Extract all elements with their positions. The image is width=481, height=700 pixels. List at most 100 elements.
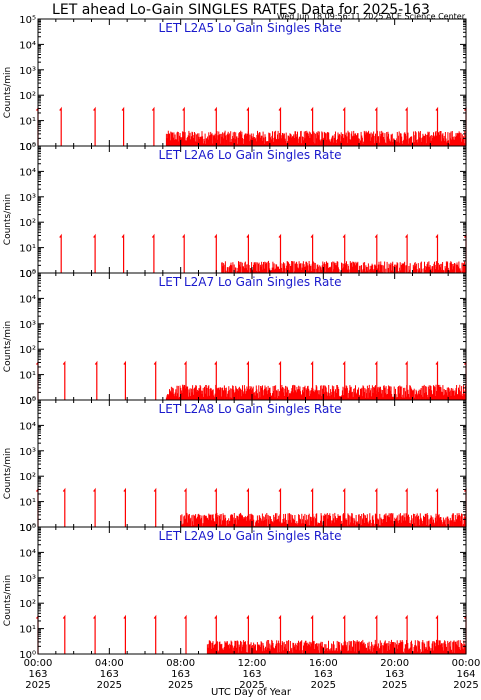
spike-mark bbox=[405, 614, 408, 654]
panels: LET L2A5 Lo Gain Singles Rate 10⁰ 10¹ 10² 10… bbox=[3, 15, 467, 661]
spike-mark bbox=[214, 106, 217, 146]
y-tick-label: 10⁰ bbox=[19, 523, 36, 534]
y-axis-label: Counts/min bbox=[3, 575, 13, 626]
spike-mark bbox=[342, 614, 346, 654]
y-tick-label: 10⁰ bbox=[19, 269, 36, 280]
spike-mark bbox=[278, 106, 282, 146]
panel-title: LET L2A5 Lo Gain Singles Rate bbox=[159, 21, 342, 35]
spike-mark bbox=[310, 106, 314, 146]
spike-mark bbox=[246, 106, 249, 146]
x-tick-label-line: 00:00 bbox=[452, 658, 481, 669]
spike-mark bbox=[153, 360, 157, 400]
spike-mark bbox=[214, 614, 217, 654]
x-tick-label-line: 2025 bbox=[382, 680, 407, 691]
x-tick-label-line: 08:00 bbox=[166, 658, 195, 669]
x-axis-title: UTC Day of Year bbox=[211, 687, 292, 698]
x-tick-label-line: 163 bbox=[385, 669, 404, 680]
spike-mark bbox=[59, 106, 62, 146]
x-tick-label-line: 04:00 bbox=[95, 658, 124, 669]
spike-mark bbox=[182, 106, 185, 146]
x-axis-labels: 00:00163202504:00163202508:00163202512:0… bbox=[24, 658, 481, 691]
spike-mark bbox=[342, 360, 346, 400]
y-tick-label: 10⁰ bbox=[19, 142, 36, 153]
spike-mark bbox=[184, 360, 187, 400]
spike-mark bbox=[246, 614, 249, 654]
y-axis-label: Counts/min bbox=[3, 194, 13, 245]
spike-mark bbox=[59, 233, 62, 273]
y-axis-label: Counts/min bbox=[3, 448, 13, 499]
x-tick-label-line: 12:00 bbox=[238, 658, 267, 669]
spike-mark bbox=[246, 487, 249, 527]
spike-mark bbox=[214, 233, 217, 273]
x-tick-label-line: 163 bbox=[100, 669, 119, 680]
spike-mark bbox=[214, 360, 217, 400]
y-tick-label: 10¹ bbox=[19, 244, 36, 255]
y-tick-label: 10¹ bbox=[19, 117, 36, 128]
timestamp: Wed Jun 18 09:56:11 2025 ACE Science Cen… bbox=[277, 12, 466, 21]
y-axis-label: Counts/min bbox=[3, 321, 13, 372]
spike-mark bbox=[182, 233, 185, 273]
spike-mark bbox=[62, 360, 66, 400]
x-tick-label-line: 2025 bbox=[168, 680, 193, 691]
x-tick-label-line: 2025 bbox=[239, 680, 264, 691]
spike-mark bbox=[435, 360, 439, 400]
spike-mark bbox=[278, 360, 282, 400]
spike-mark bbox=[374, 614, 378, 654]
panel-frame bbox=[37, 526, 467, 655]
spike-data bbox=[59, 233, 467, 273]
y-tick-label: 10² bbox=[19, 599, 36, 610]
spike-mark bbox=[374, 487, 378, 527]
spike-mark bbox=[342, 106, 346, 146]
y-tick-label: 10¹ bbox=[19, 625, 36, 636]
panel-frame bbox=[37, 272, 467, 401]
spike-mark bbox=[278, 487, 282, 527]
spike-data bbox=[36, 360, 467, 400]
spike-mark bbox=[246, 360, 249, 400]
y-tick-label: 10⁴ bbox=[19, 421, 36, 432]
spike-mark bbox=[94, 360, 98, 400]
spike-mark bbox=[153, 487, 157, 527]
y-tick-label: 10² bbox=[19, 91, 36, 102]
x-tick-label-line: 16:00 bbox=[309, 658, 338, 669]
spike-mark bbox=[342, 233, 346, 273]
spike-mark bbox=[278, 614, 282, 654]
spike-mark bbox=[123, 360, 127, 400]
panel-title: LET L2A7 Lo Gain Singles Rate bbox=[159, 275, 342, 289]
spike-mark bbox=[405, 106, 408, 146]
y-tick-label: 10² bbox=[19, 472, 36, 483]
spike-mark bbox=[435, 106, 439, 146]
spike-mark bbox=[310, 487, 314, 527]
y-tick-label: 10⁴ bbox=[19, 294, 36, 305]
panel-title: LET L2A9 Lo Gain Singles Rate bbox=[159, 529, 342, 543]
panel-1: LET L2A5 Lo Gain Singles Rate 10⁰ 10¹ 10² 10… bbox=[3, 15, 467, 153]
spike-mark bbox=[184, 487, 187, 527]
x-tick-label-line: 20:00 bbox=[380, 658, 409, 669]
y-tick-label: 10³ bbox=[19, 320, 36, 331]
spike-mark bbox=[123, 614, 127, 654]
panel-title: LET L2A8 Lo Gain Singles Rate bbox=[159, 402, 342, 416]
spike-mark bbox=[93, 614, 96, 654]
baseline-data bbox=[221, 260, 467, 273]
spike-mark bbox=[151, 106, 155, 146]
panel-frame bbox=[37, 145, 467, 274]
spike-mark bbox=[93, 487, 96, 527]
y-tick-label: 10⁵ bbox=[19, 142, 36, 153]
spike-mark bbox=[121, 233, 125, 273]
y-tick-label: 10⁵ bbox=[19, 15, 36, 26]
spike-mark bbox=[214, 487, 217, 527]
panel-frame bbox=[37, 18, 467, 147]
spike-mark bbox=[151, 233, 155, 273]
spike-mark bbox=[435, 487, 439, 527]
spike-mark bbox=[310, 233, 314, 273]
panel-frame bbox=[37, 399, 467, 528]
y-axis-label: Counts/min bbox=[3, 67, 13, 118]
y-tick-label: 10¹ bbox=[19, 371, 36, 382]
x-tick-label-line: 163 bbox=[314, 669, 333, 680]
spike-mark bbox=[374, 106, 378, 146]
